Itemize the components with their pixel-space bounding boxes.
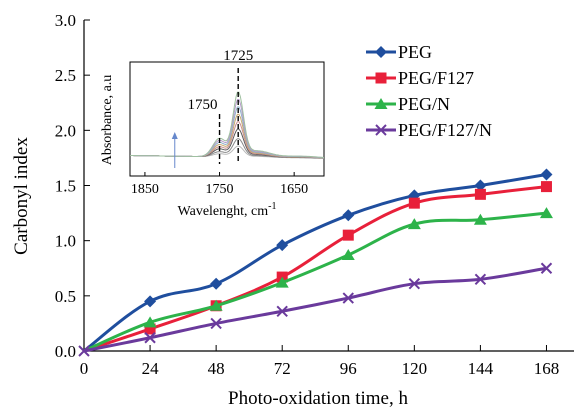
- y-tick-label: 1.0: [55, 232, 76, 251]
- data-point: [143, 316, 157, 328]
- legend-marker: [374, 98, 388, 109]
- data-point: [474, 273, 487, 285]
- data-point: [209, 299, 223, 311]
- legend-label: PEG/N: [398, 94, 450, 114]
- series-line: [83, 211, 547, 353]
- inset-x-axis-title-sup: -1: [268, 201, 276, 212]
- main-axes: 0.0 0.5 1.0 1.5 2.0 2.5 3.0 0 24 48 72 96 120 144 168: [55, 11, 574, 378]
- x-tick-label: 96: [340, 359, 357, 378]
- y-tick-label: 3.0: [55, 11, 76, 30]
- legend-marker: [375, 72, 387, 84]
- x-tick-label: 120: [402, 359, 428, 378]
- inset-x-tick-label: 1750: [206, 182, 234, 197]
- data-point: [144, 295, 157, 308]
- series-line: [83, 185, 547, 353]
- data-point: [540, 168, 553, 181]
- legend-item: PEG/F127/N: [366, 120, 492, 140]
- inset-spectrum-chart: 1850 1750 1650 1725 1750 Absorbance, a.u Wa…: [100, 48, 325, 219]
- data-point: [276, 239, 289, 252]
- data-point: [144, 323, 156, 335]
- legend-label: PEG/F127/N: [398, 120, 492, 140]
- x-tick-label: 144: [468, 359, 494, 378]
- data-point: [539, 207, 553, 219]
- data-point: [540, 181, 552, 193]
- inset-x-axis-title: Wavelenght, cm-1: [178, 201, 277, 219]
- data-point: [407, 218, 421, 230]
- y-tick-label: 2.5: [55, 66, 76, 85]
- inset-x-tick-label: 1850: [131, 182, 159, 197]
- data-point: [276, 305, 288, 317]
- legend-item: PEG: [366, 42, 432, 62]
- data-point: [408, 277, 421, 290]
- inset-spectra: [130, 91, 325, 168]
- legend-marker: [375, 124, 387, 136]
- data-point: [341, 249, 355, 261]
- data-point: [474, 179, 487, 192]
- x-tick-label: 168: [534, 359, 560, 378]
- inset-peak-markers: 1725 1750: [188, 48, 253, 164]
- data-point: [474, 188, 486, 200]
- legend-label: PEG: [398, 42, 432, 62]
- y-axis-title: Carbonyl index: [11, 137, 32, 255]
- data-point: [342, 229, 354, 241]
- y-tick-label: 0.0: [55, 342, 76, 361]
- data-point: [473, 213, 487, 225]
- inset-peak-label: 1750: [188, 97, 218, 113]
- data-point: [210, 317, 222, 330]
- data-point: [275, 276, 289, 288]
- inset-frame: [129, 61, 325, 177]
- origin-point: [78, 345, 90, 357]
- data-point: [144, 332, 156, 344]
- inset-x-tick-label: 1650: [280, 182, 308, 197]
- inset-peak-label: 1725: [223, 48, 253, 64]
- series-peg-n: [83, 207, 553, 353]
- legend-item: PEG/F127: [366, 68, 474, 88]
- x-tick-label: 0: [80, 359, 89, 378]
- y-tick-label: 1.5: [55, 177, 76, 196]
- legend-item: PEG/N: [366, 94, 450, 114]
- y-tick-label: 2.0: [55, 121, 76, 140]
- inset-x-ticks: 1850 1750 1650: [131, 172, 308, 197]
- y-tick-label: 0.5: [55, 287, 76, 306]
- y-ticks: 0.0 0.5 1.0 1.5 2.0 2.5 3.0: [55, 11, 90, 361]
- data-point: [342, 209, 355, 222]
- data-point: [408, 197, 420, 209]
- legend: PEG PEG/F127 PEG/N PEG/F127/N: [366, 42, 492, 140]
- series-line: [83, 266, 547, 353]
- x-tick-label: 72: [274, 359, 291, 378]
- inset-spectrum-line: [130, 91, 325, 158]
- x-tick-label: 24: [142, 359, 160, 378]
- legend-label: PEG/F127: [398, 68, 474, 88]
- data-point: [210, 277, 223, 290]
- x-axis-title: Photo-oxidation time, h: [228, 388, 408, 409]
- series-peg-f127-n: [83, 262, 553, 353]
- inset-y-axis-title: Absorbance, a.u: [100, 75, 115, 166]
- series-group: [78, 168, 553, 357]
- data-point: [540, 262, 553, 274]
- x-ticks: 0 24 48 72 96 120 144 168: [80, 345, 559, 378]
- inset-x-axis-title-text: Wavelenght, cm: [178, 204, 269, 219]
- data-point: [342, 292, 354, 304]
- inset-arrow: [171, 132, 178, 168]
- legend-marker: [375, 46, 387, 58]
- x-tick-label: 48: [208, 359, 225, 378]
